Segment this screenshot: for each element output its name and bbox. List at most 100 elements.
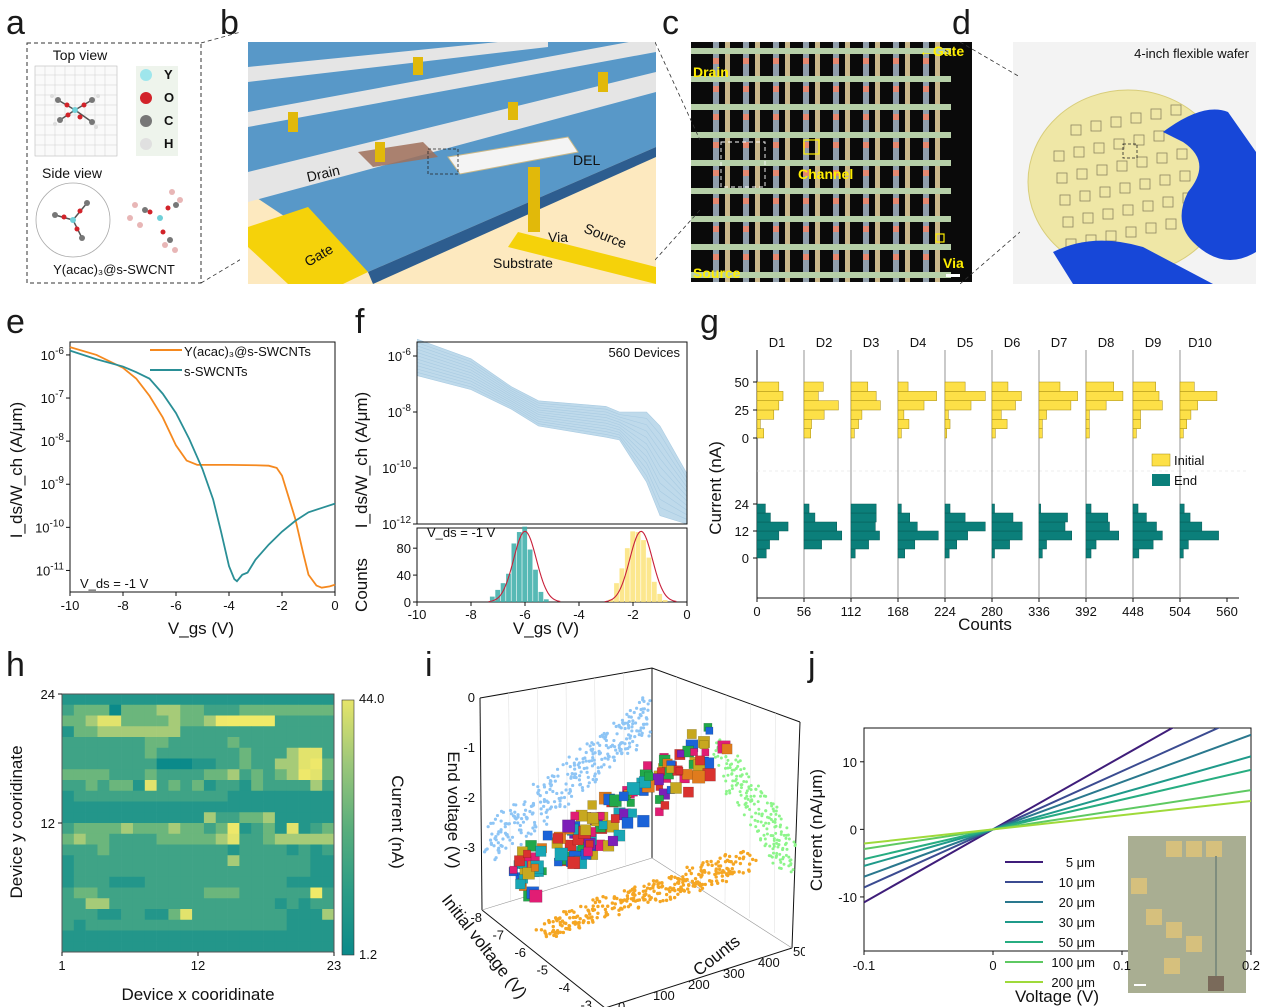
h-cell [239,844,252,856]
j-inset-pad [1186,936,1202,952]
g-end-bar [1085,512,1109,523]
i-sidewall-point [750,815,754,819]
i-backwall-point [561,763,565,767]
i-floor-point [567,923,571,928]
h-cell [97,887,110,899]
i-sidewall-point [771,807,775,811]
h-cell [121,780,134,792]
i-backwall-point [585,766,589,770]
source-pad [447,136,579,175]
h-cell [251,909,264,921]
g-initial-bar [756,428,764,439]
i-floor-point [584,905,588,909]
h-cell [62,737,75,749]
i-floor-point [591,920,595,924]
j-ytick-label: 10 [843,755,857,770]
g-initial-bar [991,419,1008,429]
i-floor-point [603,907,608,912]
h-cell [322,715,335,727]
i-backwall-point [581,757,585,761]
g-ytick-label: 24 [735,497,749,512]
i-backwall-point [589,748,593,752]
label-drain: Drain [305,162,341,185]
wafer-die [1076,168,1088,180]
h-cell [286,941,299,953]
h-cell [203,909,217,921]
panel-d-wafer-photo: 4-inch flexible wafer [1013,42,1256,284]
i-backwall-point [537,788,541,792]
wafer-die [1093,142,1105,154]
e-series-line-0 [69,346,336,589]
via-pad [863,86,869,92]
h-cell [132,769,146,781]
i-backwall-point [563,805,567,809]
i-backwall-point [581,788,585,793]
f-device-count: 560 Devices [608,345,680,360]
i-sidewall-point [712,752,716,756]
h-cell [203,726,217,738]
i-data-cube [535,845,547,857]
h-cell [298,919,311,931]
h-cell [109,726,122,738]
f-device-curves-envelope [417,339,687,524]
i-floor-point [709,859,713,864]
h-cell [156,780,169,792]
wafer-die [1116,160,1128,172]
g-end-bar [850,503,877,514]
i-sidewall-point [747,775,751,779]
h-cell [156,941,169,953]
i-floor-point [636,905,641,909]
i-sidewall-point [785,847,789,851]
h-cell [274,780,287,792]
f-hist-bar-end [533,569,538,602]
g-end-bar [991,539,1010,550]
f-device-curve [416,365,688,511]
i-backwall-point [642,722,647,726]
h-cell [180,898,193,910]
legend-y: Y [164,67,173,82]
i-backwall-point [587,781,591,785]
h-cell [263,780,276,792]
h-cell [203,866,217,878]
i-floor-point [690,879,695,884]
i-sidewall-point [785,826,789,830]
i-floor-point [673,882,677,886]
i-backwall-point [645,722,649,726]
i-sidewall-point [725,762,729,766]
i-backwall-point [566,772,570,776]
i-floor-point [714,862,718,866]
h-cell [322,898,335,910]
i-sidewall-point [744,791,748,795]
wafer-caption: 4-inch flexible wafer [1134,46,1250,61]
f-xtick-label: -10 [408,607,427,622]
i-data-cube [572,834,584,846]
j-inset-contact [1208,976,1224,991]
h-cell [215,737,228,749]
i-floor-point [699,865,703,869]
via-pillar [528,167,540,232]
h-cell [192,737,205,749]
i-floor-point [706,862,710,867]
i-floor-point [750,857,755,862]
h-cell [322,780,335,792]
h-cell [322,866,335,878]
i-backwall-point [504,833,509,837]
h-colorbar-max: 44.0 [359,691,384,706]
h-cell [239,909,252,921]
h-cell [263,694,276,706]
wafer-die [1059,194,1071,206]
h-cell [180,909,193,921]
h-cell [109,855,122,867]
i-sidewall-point [728,763,732,767]
scale-bar [946,274,960,277]
g-end-bar [803,512,816,523]
i-data-cube [530,863,539,872]
wafer-die [1090,120,1102,132]
i-backwall-point [514,817,518,821]
i-data-cube [618,791,629,802]
h-colorbar [341,699,355,956]
i-backwall-point [516,813,520,817]
g-end-bar [756,512,771,523]
h-cell [227,833,240,845]
j-series-line-1 [864,728,1221,889]
